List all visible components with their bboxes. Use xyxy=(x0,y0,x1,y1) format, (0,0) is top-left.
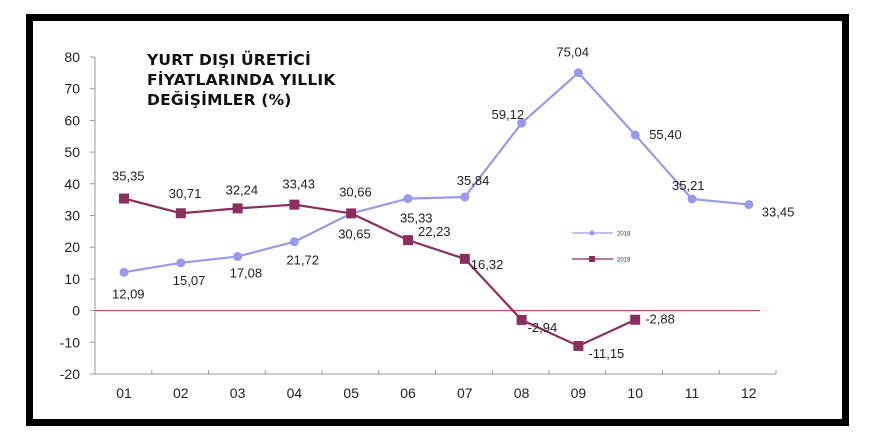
y-tick-label: 30 xyxy=(64,208,80,224)
x-tick-label: 07 xyxy=(457,385,473,401)
y-tick-label: -10 xyxy=(60,334,80,350)
chart-title: YURT DIŞI ÜRETİCİ FİYATLARINDA YILLIK DE… xyxy=(147,50,336,110)
series-2019-marker xyxy=(459,253,470,264)
data-label-2018: 35,33 xyxy=(400,211,433,226)
series-2019-marker xyxy=(573,340,584,351)
legend-marker-2019 xyxy=(589,256,595,262)
series-2018-marker xyxy=(233,251,243,261)
y-tick-label: 40 xyxy=(64,176,80,192)
y-tick-label: 10 xyxy=(64,271,80,287)
series-2018-marker xyxy=(573,68,583,78)
data-label-2019: 33,43 xyxy=(282,177,315,192)
data-label-2018: 35,21 xyxy=(672,178,705,193)
data-label-2019: 32,24 xyxy=(226,182,259,197)
x-tick-label: 06 xyxy=(400,385,416,401)
data-label-2019: 35,35 xyxy=(112,169,145,184)
series-2018-marker xyxy=(630,130,640,140)
series-2019-marker xyxy=(232,203,243,214)
y-tick-label: 70 xyxy=(64,81,80,97)
legend-marker-2018 xyxy=(589,230,595,236)
series-2018-marker xyxy=(687,194,697,204)
x-tick-label: 11 xyxy=(685,385,700,401)
data-label-2018: 17,08 xyxy=(230,265,263,280)
series-2018-marker xyxy=(744,200,754,210)
y-tick-label: 60 xyxy=(64,112,80,128)
data-label-2018: 35,84 xyxy=(457,173,490,188)
chart-title-line-3: DEĞİŞİMLER (%) xyxy=(147,91,292,109)
y-tick-label: 0 xyxy=(72,303,80,319)
data-label-2018: 55,40 xyxy=(649,127,682,142)
x-tick-label: 03 xyxy=(230,385,246,401)
series-2018-marker xyxy=(289,237,299,247)
series-2019-marker xyxy=(346,208,357,219)
series-2019-marker xyxy=(403,235,413,246)
x-tick-label: 10 xyxy=(627,385,643,401)
series-2018-marker xyxy=(403,194,413,204)
y-tick-label: 50 xyxy=(64,144,80,160)
data-label-2019: 30,71 xyxy=(169,186,202,201)
data-label-2018: 33,45 xyxy=(762,205,795,220)
y-tick-label: 20 xyxy=(64,239,80,255)
chart-frame xyxy=(26,14,849,426)
data-label-2018: 21,72 xyxy=(286,253,319,268)
series-2019-marker xyxy=(516,314,527,325)
series-2018-marker xyxy=(517,118,527,128)
legend-label-2019: 2019 xyxy=(617,258,631,264)
data-label-2018: 15,07 xyxy=(173,273,206,288)
series-2018-marker xyxy=(460,192,470,202)
series-2019-marker xyxy=(175,208,186,219)
x-tick-label: 02 xyxy=(173,385,189,401)
series-2018-line xyxy=(123,71,749,274)
legend-label-2018: 2018 xyxy=(617,232,631,238)
data-label-2018: 30,65 xyxy=(338,226,371,241)
data-label-2018: 12,09 xyxy=(112,286,145,301)
series-2019-marker xyxy=(289,199,300,210)
data-label-2019: -2,94 xyxy=(528,320,558,335)
data-label-2019: 30,66 xyxy=(339,184,372,199)
data-label-2019: -2,88 xyxy=(645,312,675,327)
series-2019-marker xyxy=(119,193,129,204)
x-tick-label: 08 xyxy=(514,385,530,401)
y-tick-label: -20 xyxy=(60,366,80,382)
x-tick-label: 12 xyxy=(741,385,757,401)
x-tick-label: 01 xyxy=(116,385,132,401)
chart-title-line-2: FİYATLARINDA YILLIK xyxy=(147,71,336,89)
data-label-2019: -11,15 xyxy=(588,346,624,361)
chart-title-line-1: YURT DIŞI ÜRETİCİ xyxy=(147,51,311,69)
x-tick-label: 09 xyxy=(571,385,587,401)
data-label-2018: 59,12 xyxy=(492,107,525,122)
x-tick-label: 04 xyxy=(287,385,303,401)
y-tick-label: 80 xyxy=(64,49,80,65)
data-label-2018: 75,04 xyxy=(556,45,589,60)
data-label-2019: 16,32 xyxy=(471,257,504,272)
series-2019-line xyxy=(123,197,636,348)
x-tick-label: 05 xyxy=(343,385,359,401)
series-2018-marker xyxy=(176,258,186,268)
data-label-2019: 22,23 xyxy=(418,224,451,239)
series-2018-marker xyxy=(119,267,129,277)
series-2019-marker xyxy=(630,314,641,325)
